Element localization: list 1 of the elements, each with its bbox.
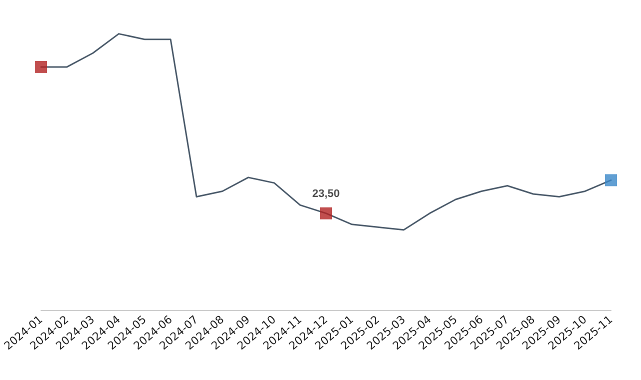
annotation: 23,50 bbox=[312, 188, 340, 200]
